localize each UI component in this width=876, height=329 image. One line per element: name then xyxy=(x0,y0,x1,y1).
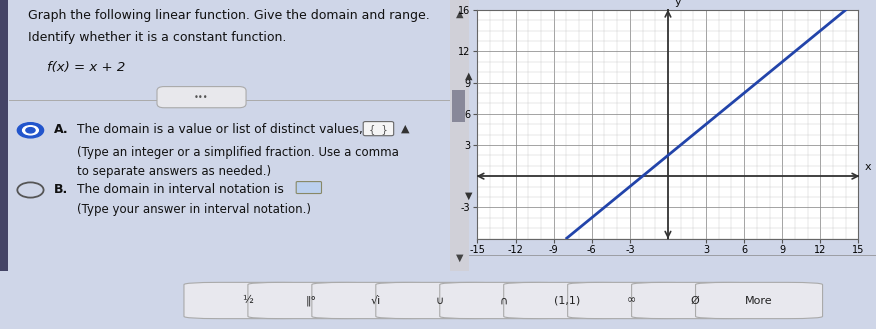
Text: ▲: ▲ xyxy=(400,124,409,134)
FancyBboxPatch shape xyxy=(632,282,759,318)
Text: ∪: ∪ xyxy=(435,295,443,306)
Text: (1,1): (1,1) xyxy=(555,295,580,306)
Text: x: x xyxy=(865,162,872,172)
Text: The domain is a value or list of distinct values,: The domain is a value or list of distinc… xyxy=(77,123,364,137)
Text: ½: ½ xyxy=(242,295,253,306)
Bar xyxy=(450,0,469,271)
FancyBboxPatch shape xyxy=(248,282,375,318)
Text: ∞: ∞ xyxy=(626,295,636,306)
FancyBboxPatch shape xyxy=(296,182,321,193)
FancyBboxPatch shape xyxy=(504,282,631,318)
Text: B.: B. xyxy=(54,183,68,196)
Text: ▼: ▼ xyxy=(465,190,472,200)
FancyBboxPatch shape xyxy=(568,282,695,318)
Bar xyxy=(0,0,9,271)
FancyBboxPatch shape xyxy=(157,87,246,108)
Text: Graph the following linear function. Give the domain and range.: Graph the following linear function. Giv… xyxy=(28,10,430,22)
FancyBboxPatch shape xyxy=(696,282,823,318)
Text: A.: A. xyxy=(54,123,68,137)
Text: Identify whether it is a constant function.: Identify whether it is a constant functi… xyxy=(28,31,286,44)
Text: to separate answers as needed.): to separate answers as needed.) xyxy=(77,165,272,178)
Bar xyxy=(452,89,465,122)
Text: {  }: { } xyxy=(369,124,388,134)
Text: The domain in interval notation is: The domain in interval notation is xyxy=(77,183,284,196)
FancyBboxPatch shape xyxy=(364,122,393,136)
Text: (Type your answer in interval notation.): (Type your answer in interval notation.) xyxy=(77,203,311,216)
Text: ▼: ▼ xyxy=(456,253,463,263)
Circle shape xyxy=(18,123,44,138)
FancyBboxPatch shape xyxy=(312,282,439,318)
Text: ‖°: ‖° xyxy=(306,295,317,306)
Text: •••: ••• xyxy=(194,93,208,102)
Circle shape xyxy=(26,128,35,133)
Text: ∩: ∩ xyxy=(499,295,507,306)
Text: ▲: ▲ xyxy=(456,9,463,18)
Text: Ø: Ø xyxy=(691,295,699,306)
FancyBboxPatch shape xyxy=(440,282,567,318)
Text: ▲: ▲ xyxy=(465,71,472,81)
FancyBboxPatch shape xyxy=(184,282,311,318)
Circle shape xyxy=(23,126,39,135)
Text: More: More xyxy=(745,295,773,306)
Text: (Type an integer or a simplified fraction. Use a comma: (Type an integer or a simplified fractio… xyxy=(77,146,399,159)
Text: y: y xyxy=(675,0,681,7)
FancyBboxPatch shape xyxy=(376,282,503,318)
Text: √i: √i xyxy=(371,295,380,306)
Text: f(x) = x + 2: f(x) = x + 2 xyxy=(47,61,125,74)
